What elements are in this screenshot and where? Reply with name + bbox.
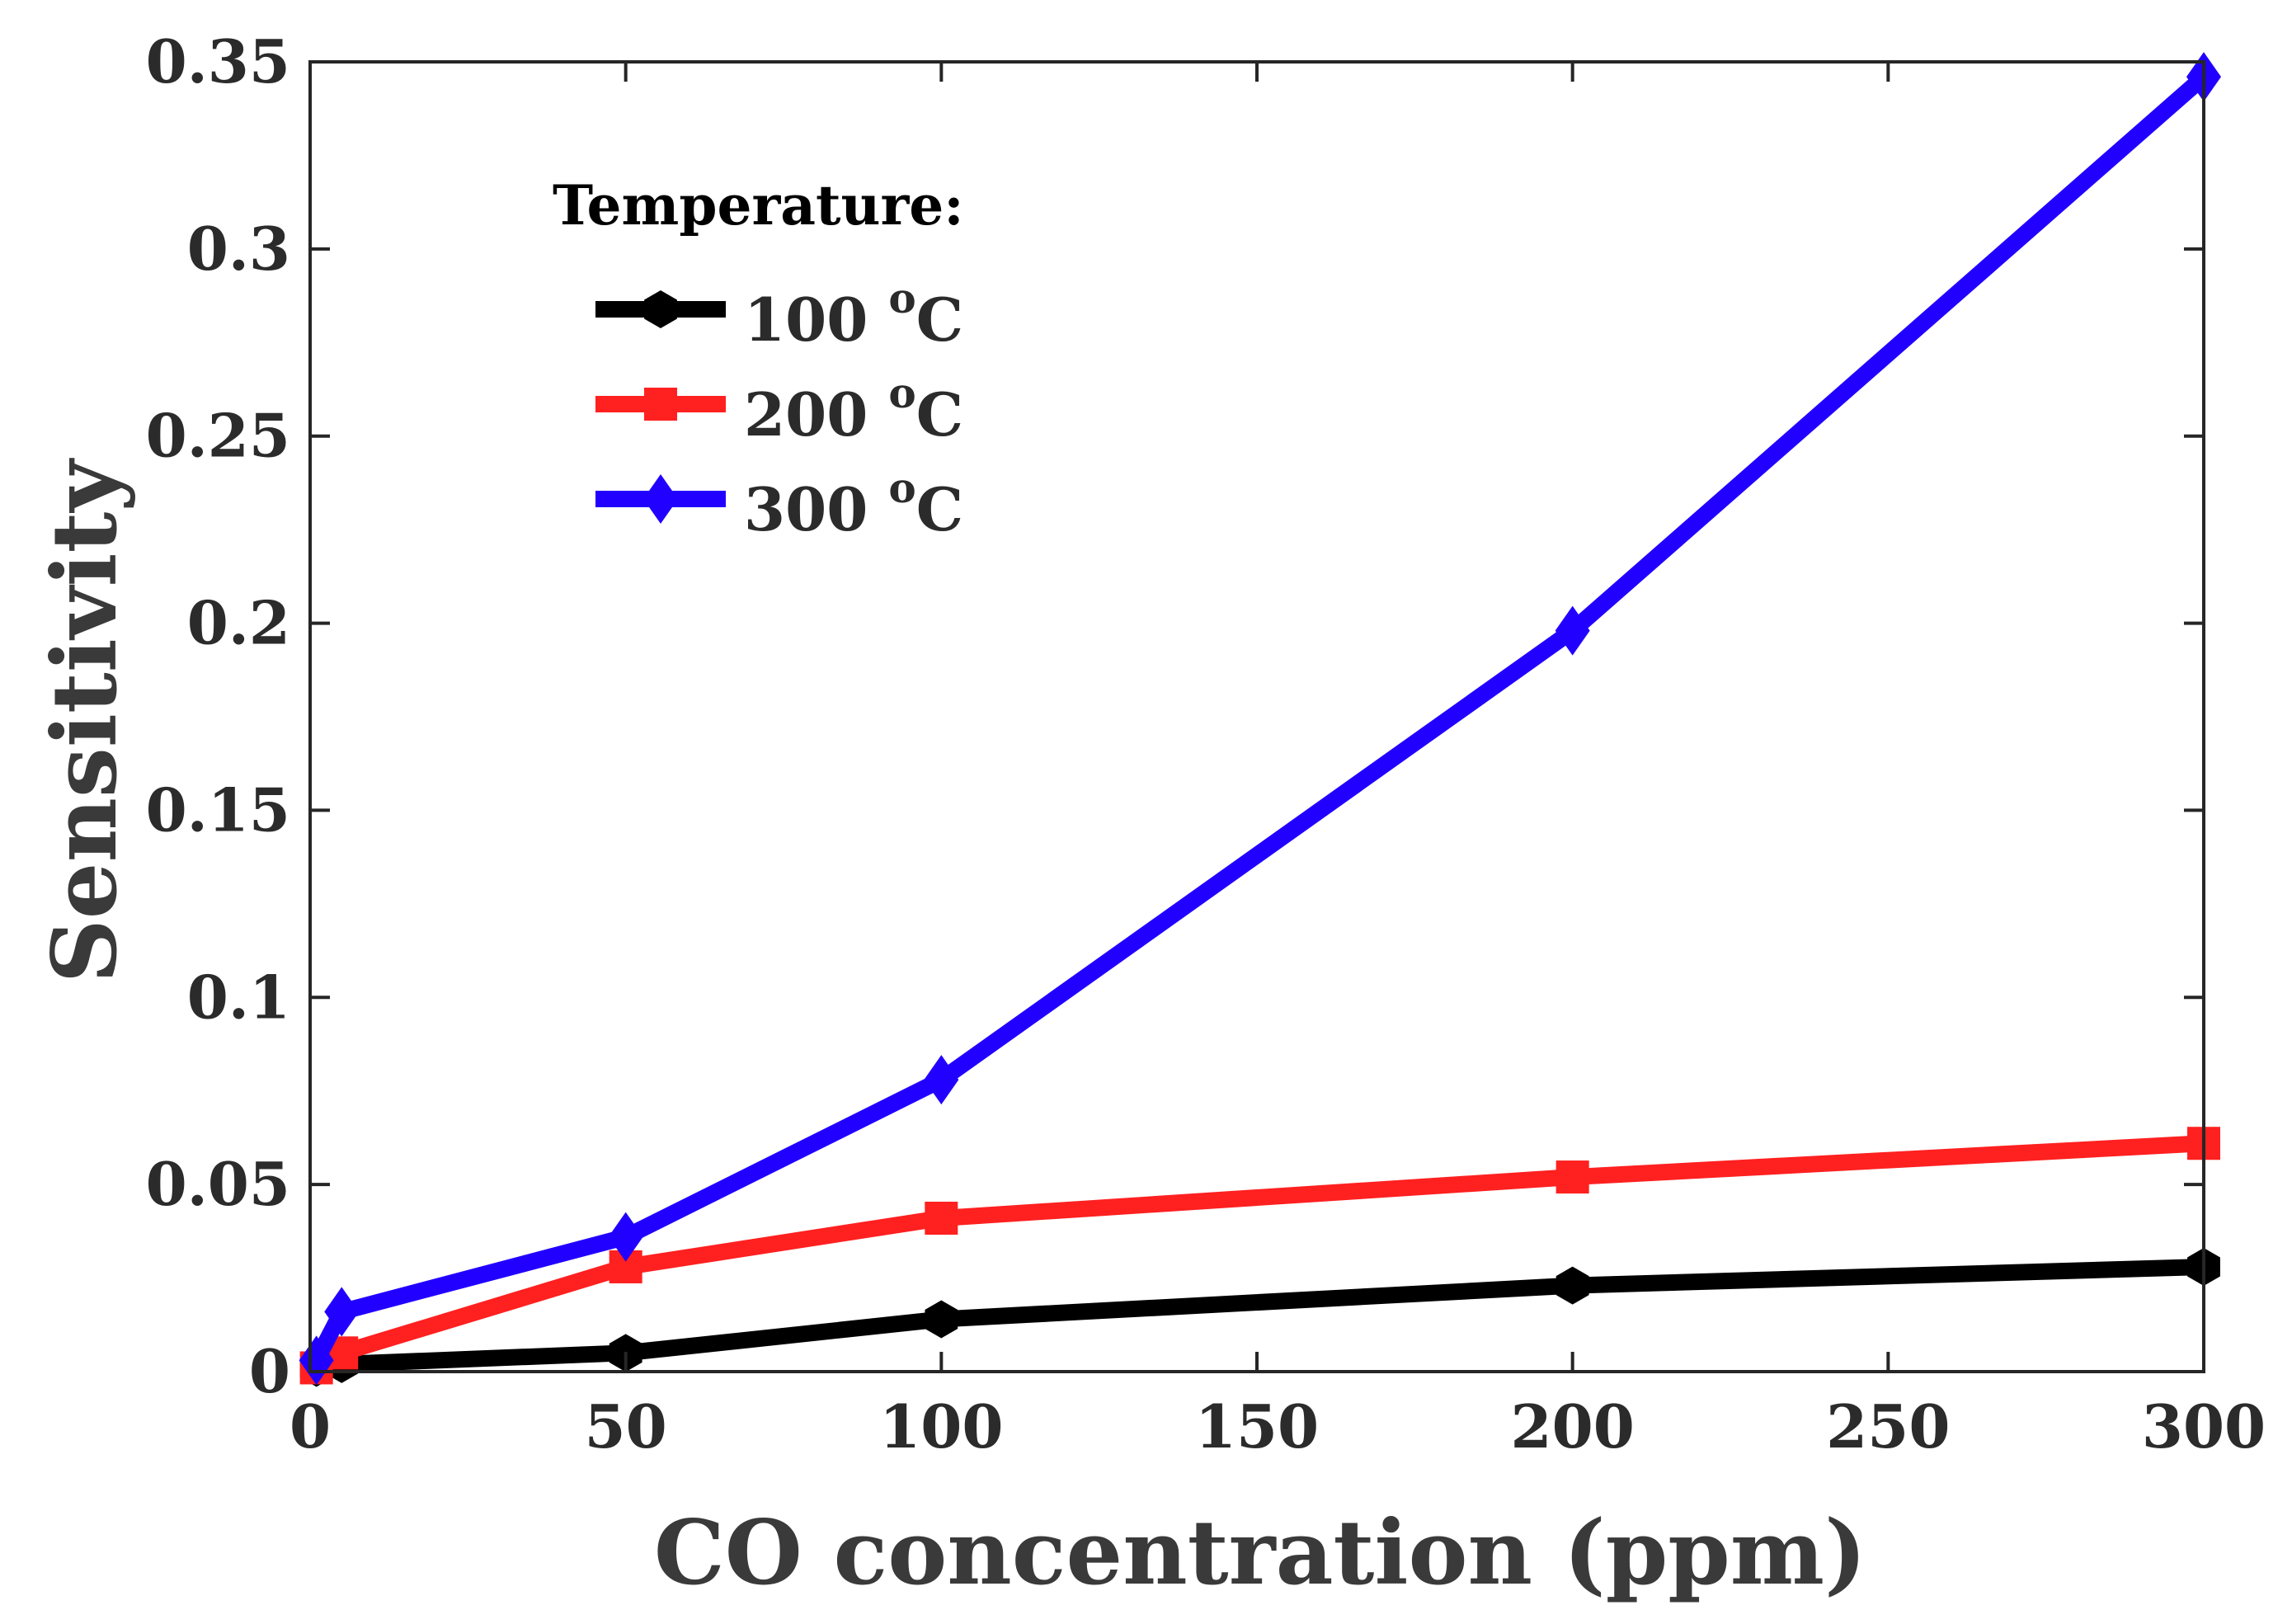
- data-point-100-200: [1555, 1266, 1589, 1305]
- data-point-300-200: [1555, 605, 1590, 656]
- legend-marker-200: [644, 388, 677, 421]
- axes-layer: 0 50 100 150 200 250 300 0 0.05 0.1 0.15 0.2 0.25 0.3…: [146, 26, 2266, 1462]
- y-tick-label-0.3: 0.3: [187, 214, 290, 284]
- data-point-100-100: [925, 1300, 958, 1339]
- x-tick-label-300: 300: [2142, 1391, 2266, 1462]
- y-tick-label-0.05: 0.05: [146, 1149, 290, 1219]
- y-tick-label-0.2: 0.2: [187, 588, 290, 658]
- data-point-200-100: [925, 1201, 958, 1235]
- y-tick-label-0.35: 0.35: [146, 26, 290, 96]
- x-tick-label-200: 200: [1511, 1391, 1635, 1462]
- data-point-200-200: [1555, 1160, 1589, 1194]
- y-tick-label-0: 0: [249, 1336, 290, 1406]
- x-tick-label-0: 0: [289, 1391, 331, 1462]
- x-tick-label-150: 150: [1195, 1391, 1319, 1462]
- y-tick-label-0.15: 0.15: [146, 774, 290, 845]
- legend-label-100: 100 oC: [744, 274, 963, 355]
- y-axis-title: Sensitivity: [33, 458, 137, 984]
- legend-title: Temperature:: [553, 173, 964, 238]
- data-point-300-100: [924, 1055, 959, 1105]
- legend-label-300: 300 oC: [744, 464, 963, 544]
- y-tick-label-0.25: 0.25: [146, 401, 290, 471]
- legend-marker-100: [644, 290, 677, 328]
- x-tick-label-50: 50: [585, 1391, 667, 1462]
- data-point-300-50: [608, 1212, 643, 1262]
- legend: Temperature: 100 oC 200 oC 300 oC: [553, 173, 964, 544]
- legend-marker-300: [643, 474, 678, 524]
- x-axis-title: CO concentration (ppm): [654, 1501, 1866, 1605]
- x-tick-label-250: 250: [1826, 1391, 1950, 1462]
- y-tick-label-0.1: 0.1: [187, 962, 290, 1032]
- data-point-300-5: [324, 1287, 360, 1337]
- x-tick-label-100: 100: [879, 1391, 1003, 1462]
- legend-label-200: 200 oC: [744, 369, 963, 450]
